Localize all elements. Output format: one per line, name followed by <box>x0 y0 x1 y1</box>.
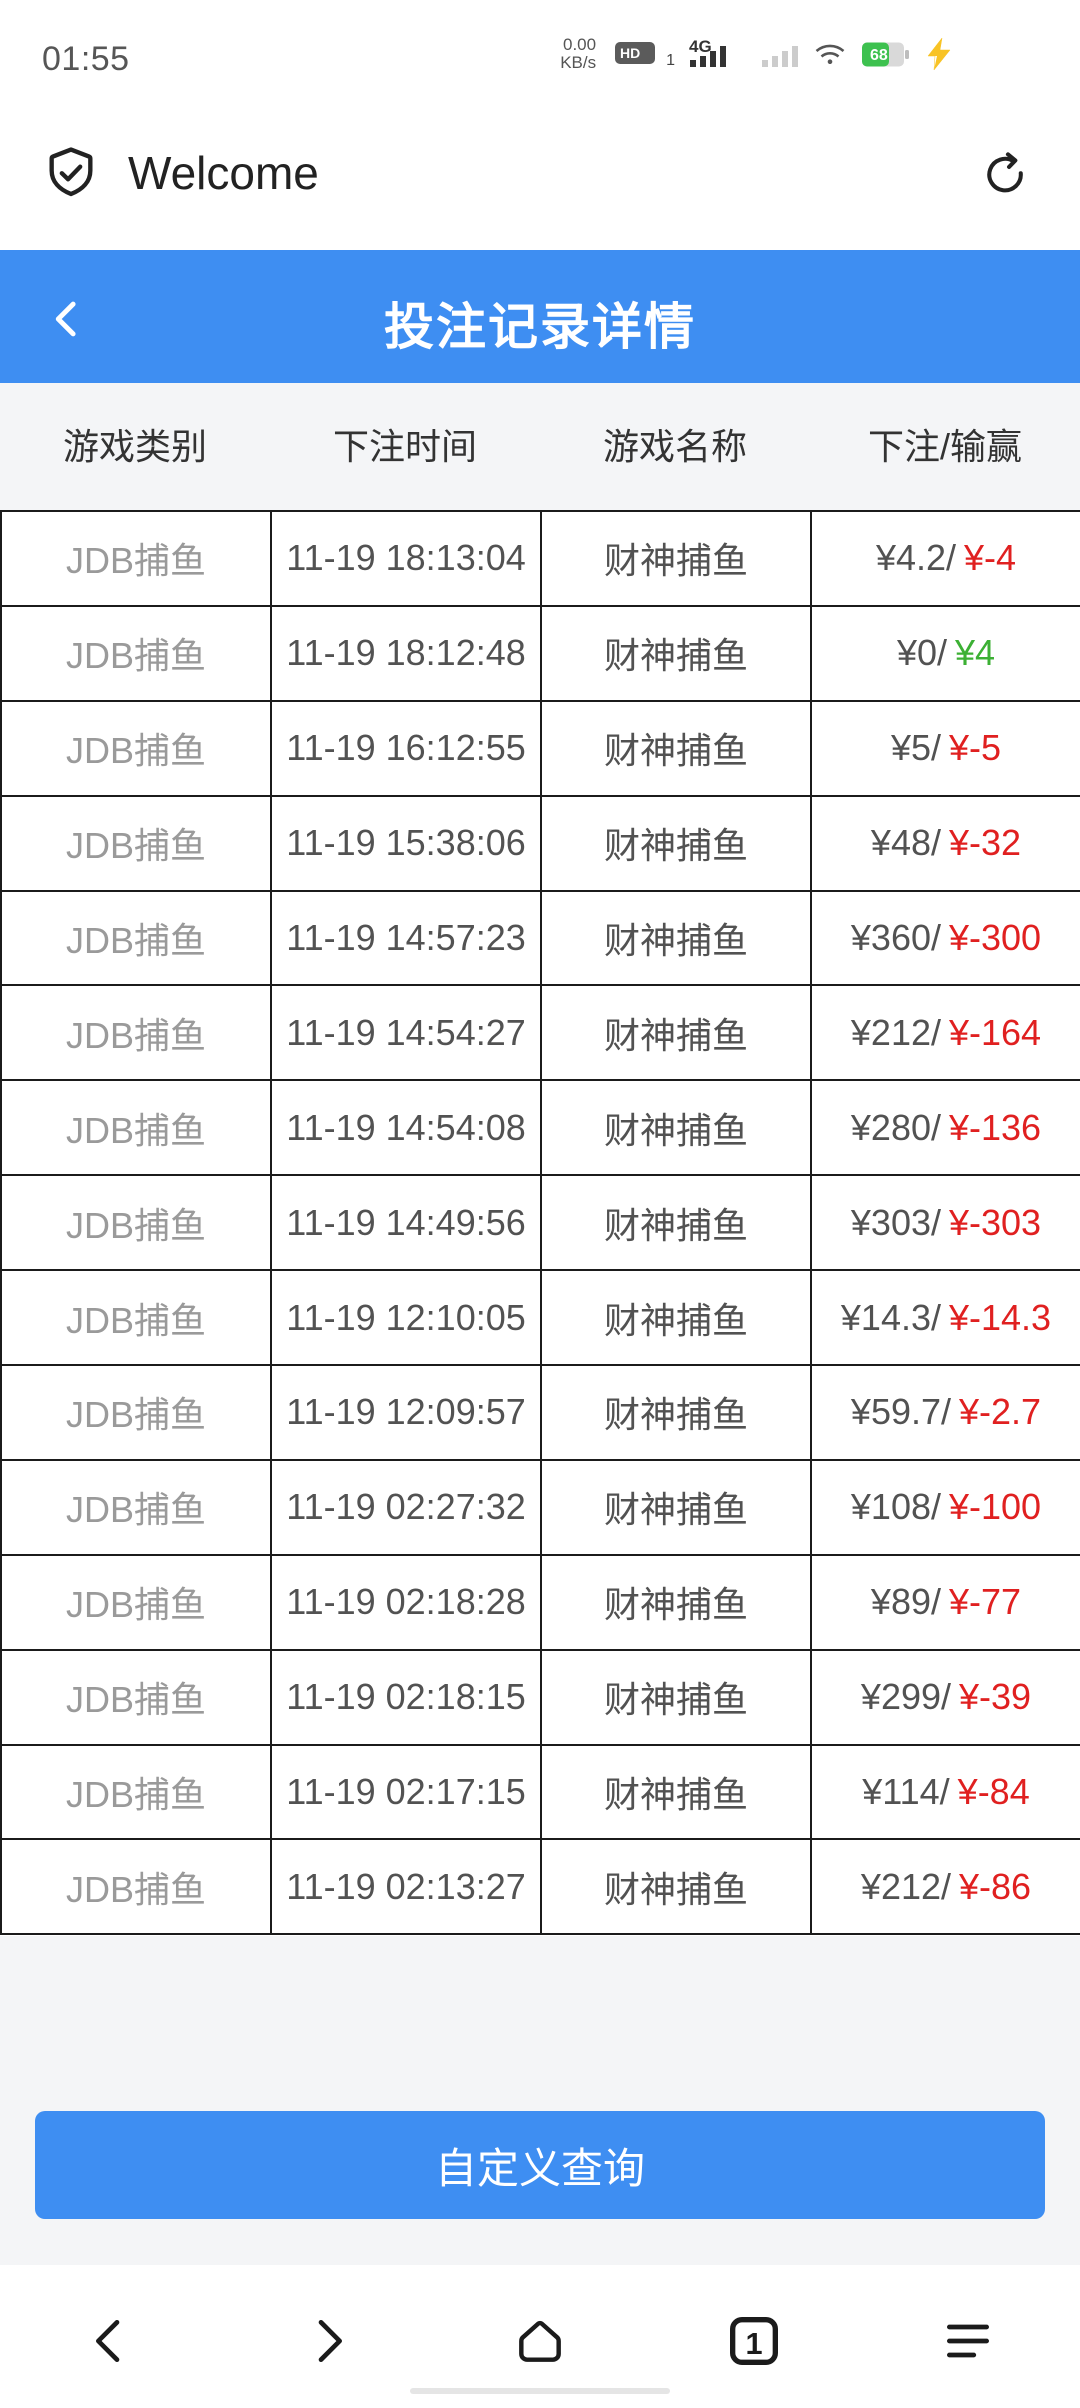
svg-text:68: 68 <box>870 47 888 64</box>
svg-text:1: 1 <box>745 2327 762 2361</box>
svg-text:4G: 4G <box>689 38 712 56</box>
svg-text:HD: HD <box>620 45 640 61</box>
